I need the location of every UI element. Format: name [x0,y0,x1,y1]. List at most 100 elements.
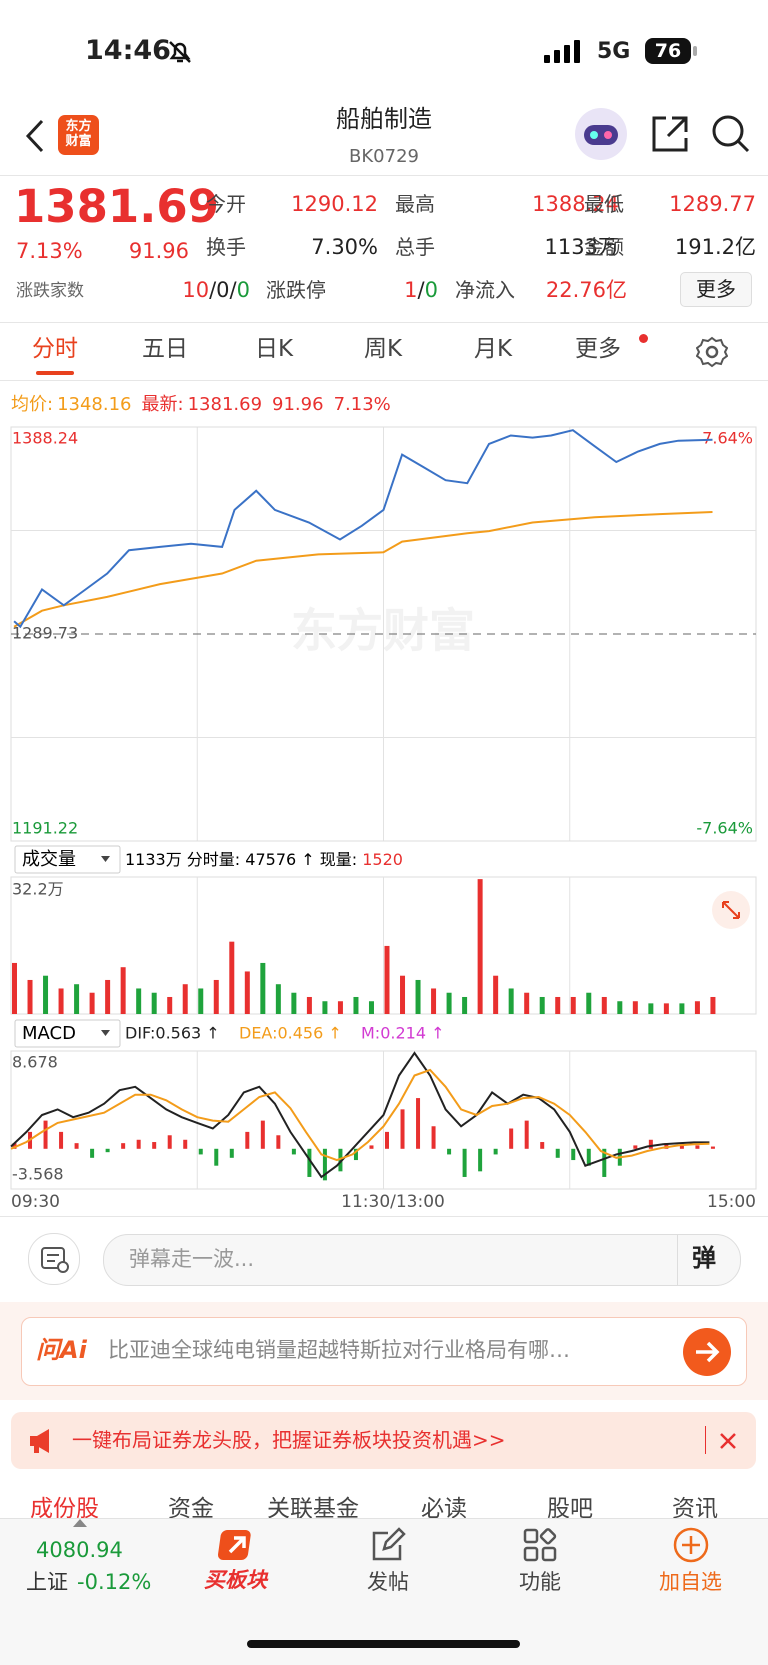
stat-value: 1388.24 [532,192,619,216]
macd-bar [695,1145,700,1149]
more-button[interactable]: 更多 [680,272,752,307]
stat-value: 1289.77 [669,192,756,216]
danmu-icon [41,1247,69,1273]
volume-bar [384,945,390,1014]
macd-bar [322,1148,327,1181]
dropdown-arrow [101,856,110,862]
macd-bar [136,1139,141,1149]
section-tab[interactable]: 必读 [421,1496,467,1522]
price-line [13,429,713,629]
volume-selector[interactable] [14,845,121,874]
tab[interactable]: 周K [363,336,403,362]
tab-active[interactable]: 分时 [32,336,78,362]
volume-bar [353,996,359,1014]
danmu-settings[interactable] [28,1233,80,1285]
back-button[interactable] [22,118,48,154]
macd-selector-label: MACD [22,1023,76,1044]
dropdown-arrow [101,1030,110,1036]
search-button[interactable] [711,114,751,154]
stat-label: 最高 [395,192,435,216]
settings-button[interactable] [696,336,728,368]
volume-bar [508,988,514,1014]
macd-bar [416,1098,421,1149]
y-tick-label: 8.678 [12,1053,58,1072]
up-count: 10 [182,278,210,302]
macd-bar [338,1148,343,1172]
section-tab[interactable]: 资金 [168,1496,214,1522]
stat-value: 7.30% [311,235,378,259]
flat-count: 0 [216,278,230,302]
danmu-button[interactable]: 弹 [692,1244,716,1272]
tab[interactable]: 五日 [142,336,188,362]
ai-box[interactable] [21,1317,747,1386]
time-label: 15:00 [707,1192,756,1212]
title: 船舶制造 [336,105,432,133]
macd-bar [524,1120,529,1149]
divider [705,1426,706,1454]
macd-bar [493,1148,498,1155]
macd-selector[interactable] [14,1019,121,1048]
limit-value: 1/0 [380,280,438,301]
tab[interactable]: 日K [254,336,294,362]
volume-bar [337,1001,343,1014]
section-tab[interactable]: 股吧 [547,1496,593,1522]
volume-bar [415,979,421,1014]
danmu-input[interactable] [103,1234,741,1286]
y-tick-label: 32.2万 [12,880,64,899]
ai-send[interactable] [682,1327,732,1377]
breadth-value: 10/0/0 [150,280,250,301]
volume-bar [524,992,530,1014]
tab[interactable]: 更多 [575,336,621,362]
volume-bar [648,1003,654,1014]
divider [0,380,768,381]
logo-line: 财富 [65,134,92,149]
volume-bar [322,1001,328,1014]
robot-avatar[interactable] [574,107,628,161]
macd-bar [679,1144,684,1149]
ai-badge: 问Ai [36,1336,87,1364]
nav-item[interactable]: 买板块 [204,1568,267,1592]
volume-bar [663,1003,669,1014]
volume-bar [27,979,33,1014]
nav-item[interactable]: 功能 [519,1570,561,1594]
divider [0,1216,768,1217]
volume-bar [617,1001,623,1014]
legend-avg-label: 均价: [11,394,53,415]
promo-bar[interactable] [11,1412,756,1469]
section-tab[interactable]: 关联基金 [267,1496,359,1522]
promo-close[interactable] [718,1431,738,1451]
down-count: 0 [236,278,250,302]
macd-bar [586,1148,591,1166]
macd-bar [121,1143,126,1149]
volume-bar [105,979,111,1014]
macd-bar [167,1135,172,1149]
volume-bar [74,984,80,1014]
share-button[interactable] [650,114,690,154]
index-name[interactable]: 上证 [26,1570,68,1594]
macd-bar [105,1148,110,1153]
promo-text: 一键布局证券龙头股，把握证券板块投资机遇>> [72,1428,506,1452]
nav-arrow [73,1519,87,1527]
macd-bar [214,1148,219,1166]
macd-bar [447,1148,452,1155]
stat-label: 最低 [584,192,624,216]
volume-bar [89,992,95,1014]
section-tab[interactable]: 成份股 [30,1496,99,1522]
nav-item[interactable]: 加自选 [659,1570,722,1594]
y-tick-label: 1191.22 [12,819,78,838]
time-label: 09:30 [11,1192,60,1212]
volume-bar [43,975,49,1014]
macd-bar [12,1143,17,1149]
index-change[interactable]: -0.12% [77,1570,152,1594]
y-tick-label: 1388.24 [12,429,78,448]
tab[interactable]: 月K [473,336,513,362]
macd-bar [431,1126,436,1149]
nav-item[interactable]: 发帖 [367,1570,409,1594]
section-tab[interactable]: 资讯 [672,1496,718,1522]
legend-avg: 1348.16 [57,394,131,415]
divider [0,175,768,176]
time-label: 11:30/13:00 [341,1192,445,1212]
volume-bar [275,984,281,1014]
index-value[interactable]: 4080.94 [36,1538,123,1562]
